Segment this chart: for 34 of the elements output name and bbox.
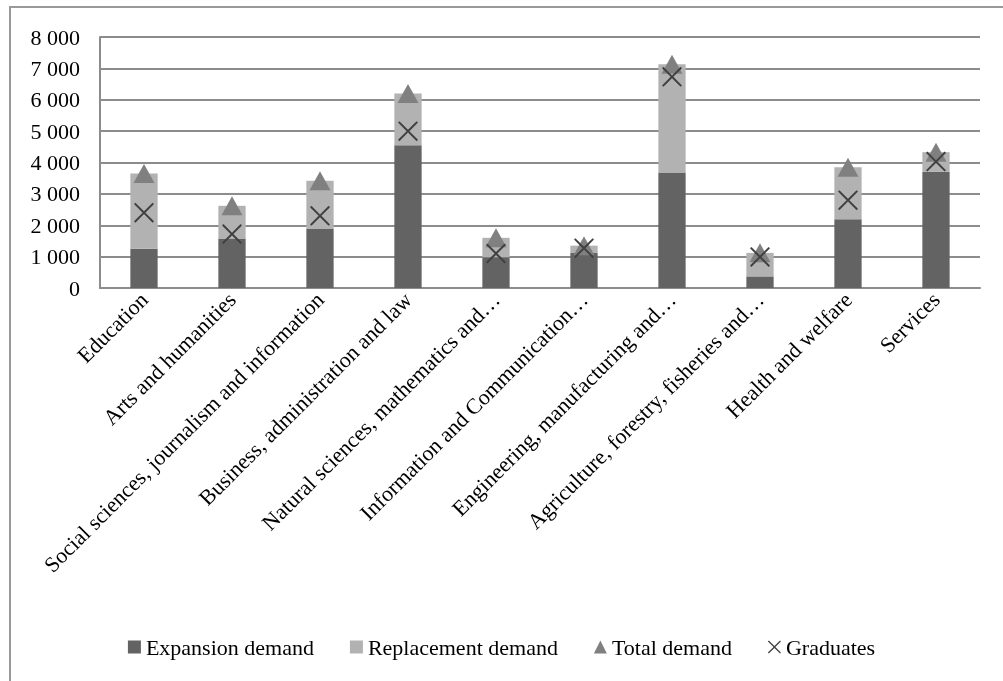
point	[309, 171, 331, 191]
point	[397, 83, 419, 103]
point	[837, 157, 859, 177]
bar	[746, 276, 774, 288]
y-tick-label: 1 000	[30, 244, 80, 270]
y-tick-label: 0	[69, 275, 80, 301]
point	[310, 205, 330, 226]
legend-label: Replacement demand	[367, 634, 558, 660]
bar	[922, 171, 950, 288]
bar	[482, 257, 510, 288]
point	[485, 228, 507, 248]
legend-label: Graduates	[785, 634, 876, 660]
y-tick-label: 6 000	[30, 87, 80, 113]
bar	[834, 219, 862, 288]
y-tick-label: 2 000	[30, 212, 80, 238]
y-tick-label: 8 000	[30, 24, 80, 50]
point	[662, 66, 682, 87]
legend-label: Total demand	[611, 634, 732, 660]
point	[398, 121, 418, 142]
y-tick-label: 7 000	[30, 55, 80, 81]
bar	[658, 64, 686, 173]
point	[221, 196, 243, 216]
point	[133, 163, 155, 183]
bar	[394, 145, 422, 288]
y-tick-label: 5 000	[30, 118, 80, 144]
y-tick-label: 4 000	[30, 150, 80, 175]
bar	[130, 248, 158, 288]
y-tick-label: 3 000	[30, 181, 80, 207]
legend-label: Expansion demand	[145, 634, 314, 660]
bar	[306, 228, 334, 288]
bar	[218, 238, 246, 288]
bar	[570, 252, 598, 288]
point	[222, 224, 242, 245]
bar	[658, 172, 686, 288]
